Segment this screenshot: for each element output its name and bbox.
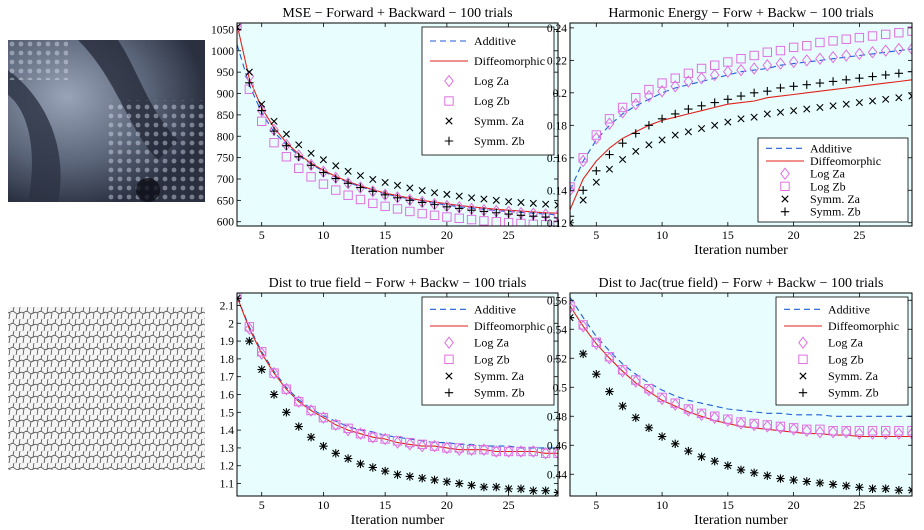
- x-tick-label: 15: [722, 228, 734, 242]
- chart-4: 5 10 15 20 25 0.44 0.46 0.48 0.5 0.52 0.54 0.56 Dist…: [547, 276, 916, 528]
- y-tick-label: 700: [217, 174, 235, 186]
- y-tick-label: 1.2: [220, 461, 235, 473]
- legend-entry: Symm. Za: [474, 114, 525, 128]
- y-tick-label: 1.9: [220, 336, 235, 348]
- x-tick-label: 25: [853, 228, 865, 242]
- x-tick-label: 10: [656, 228, 668, 242]
- x-tick-label: 15: [379, 498, 391, 512]
- legend-entry: Diffeomorphic: [828, 319, 899, 333]
- y-tick-label: 750: [217, 153, 235, 165]
- y-tick-label: 600: [217, 217, 235, 229]
- x-tick-label: 20: [788, 498, 800, 512]
- y-tick-label: 0.12: [547, 218, 567, 230]
- legend: Additive Diffeomorphic Log Za Log Zb Symm. Z…: [776, 297, 908, 405]
- y-tick-label: 900: [217, 89, 235, 101]
- chart-title: Harmonic Energy − Forw + Backw − 100 tri…: [608, 6, 873, 21]
- x-tick-label: 10: [317, 228, 329, 242]
- y-tick-label: 1.6: [220, 390, 235, 402]
- y-tick-label: 0.14: [547, 185, 567, 197]
- y-tick-label: 1050: [211, 24, 234, 36]
- y-tick-label: 0.5: [553, 382, 568, 394]
- y-tick-label: 1000: [211, 46, 234, 58]
- legend-entry: Symm. Zb: [810, 205, 861, 219]
- x-tick-label: 10: [317, 498, 329, 512]
- legend-entry: Additive: [474, 302, 516, 316]
- chart-title: MSE − Forward + Backward − 100 trials: [282, 6, 512, 21]
- legend: Additive Diffeomorphic Log Za Log Zb Symm. Z…: [422, 27, 554, 155]
- x-tick-label: 5: [259, 228, 265, 242]
- legend-entry: Log Zb: [474, 94, 510, 108]
- y-tick-label: 1.5: [220, 407, 235, 419]
- y-tick-label: 0.56: [547, 295, 567, 307]
- y-tick-label: 0.22: [547, 55, 567, 67]
- y-tick-label: 850: [217, 110, 235, 122]
- y-tick-label: 650: [217, 195, 235, 207]
- y-tick-label: 1.4: [220, 425, 235, 437]
- y-tick-label: 950: [217, 67, 235, 79]
- y-tick-label: 1.8: [220, 354, 235, 366]
- y-tick-label: 0.54: [547, 324, 567, 336]
- y-tick-label: 800: [217, 131, 235, 143]
- legend-entry: Symm. Zb: [828, 386, 879, 400]
- chart-1: 5 10 15 20 25 600 650 700 750 800 850 900 950 1000 105…: [211, 6, 562, 258]
- x-tick-label: 5: [593, 498, 599, 512]
- x-axis-label: Iteration number: [351, 243, 445, 258]
- x-tick-label: 15: [722, 498, 734, 512]
- y-tick-label: 0.44: [547, 469, 567, 481]
- legend-entry: Symm. Zb: [474, 134, 525, 148]
- legend-entry: Log Za: [474, 336, 510, 350]
- y-tick-label: 1.7: [220, 372, 235, 384]
- legend-entry: Symm. Za: [828, 369, 879, 383]
- x-tick-label: 25: [503, 498, 515, 512]
- legend-entry: Additive: [474, 34, 516, 48]
- chart-title: Dist to true field − Forw + Backw − 100 …: [269, 276, 527, 291]
- y-tick-label: 0.52: [547, 353, 567, 365]
- y-tick-label: 1.1: [220, 479, 235, 491]
- legend: Additive Diffeomorphic Log Za Log Zb Symm. Z…: [758, 138, 908, 222]
- x-axis-label: Iteration number: [694, 243, 788, 258]
- y-tick-label: 0.46: [547, 440, 567, 452]
- y-tick-label: 0.24: [547, 23, 567, 35]
- legend-entry: Diffeomorphic: [474, 319, 545, 333]
- y-tick-label: 0.16: [547, 153, 567, 165]
- y-tick-label: 2.1: [220, 300, 235, 312]
- x-tick-label: 15: [379, 228, 391, 242]
- x-tick-label: 20: [441, 498, 453, 512]
- x-tick-label: 20: [441, 228, 453, 242]
- legend-entry: Log Za: [828, 336, 864, 350]
- y-tick-label: 0.18: [547, 120, 567, 132]
- x-tick-label: 5: [593, 228, 599, 242]
- chart-3: 5 10 15 20 25 1.1 1.2 1.3 1.4 1.5 1.6 1.7 1.8 1.9 2 2.1…: [220, 276, 563, 528]
- x-tick-label: 25: [853, 498, 865, 512]
- legend-entry: Symm. Za: [474, 369, 525, 383]
- x-axis-label: Iteration number: [351, 513, 445, 528]
- legend: Additive Diffeomorphic Log Za Log Zb Symm. Z…: [422, 297, 554, 405]
- y-tick-label: 0.48: [547, 411, 567, 423]
- x-tick-label: 5: [259, 498, 265, 512]
- x-tick-label: 25: [503, 228, 515, 242]
- x-tick-label: 20: [788, 228, 800, 242]
- legend-entry: Log Zb: [474, 352, 510, 366]
- y-tick-label: 2: [228, 318, 234, 330]
- legend-entry: Diffeomorphic: [474, 54, 545, 68]
- chart-2: 5 10 15 20 25 0.12 0.14 0.16 0.18 0.2 0.22 0.24 Harm…: [547, 6, 916, 258]
- chart-title: Dist to Jac(true field) − Forw + Backw −…: [599, 276, 884, 291]
- x-axis-label: Iteration number: [694, 513, 788, 528]
- y-tick-label: 0.2: [553, 88, 568, 100]
- legend-entry: Log Za: [474, 74, 510, 88]
- legend-entry: Symm. Zb: [474, 386, 525, 400]
- x-tick-label: 10: [656, 498, 668, 512]
- legend-entry: Log Zb: [828, 352, 864, 366]
- legend-entry: Additive: [828, 302, 870, 316]
- y-tick-label: 1.3: [220, 443, 235, 455]
